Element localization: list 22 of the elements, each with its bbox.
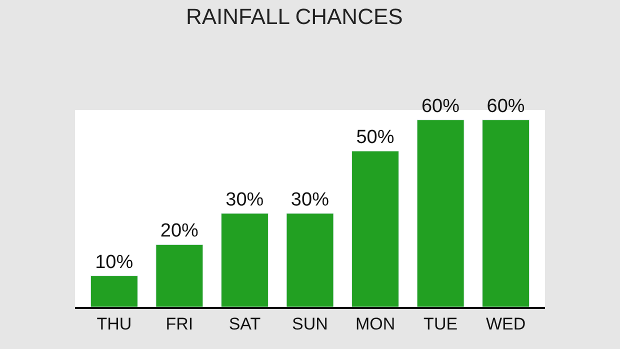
x-tick-label: FRI [166, 314, 194, 334]
bar [220, 213, 268, 307]
data-label: 30% [226, 189, 264, 210]
bar [156, 244, 204, 307]
x-tick-label: WED [486, 314, 526, 334]
bar [90, 276, 138, 307]
chart-title: RAINFALL CHANCES [186, 4, 403, 30]
x-tick-label: SAT [228, 314, 261, 334]
data-label: 10% [95, 252, 134, 273]
x-tick-label: SUN [292, 314, 328, 334]
data-label: 20% [160, 220, 199, 242]
bar [286, 213, 334, 307]
bar [482, 120, 530, 307]
x-tick-label: MON [355, 314, 396, 334]
bar [352, 150, 400, 307]
data-label: 60% [421, 96, 460, 117]
data-label: 60% [486, 96, 525, 117]
x-tick-label: THU [96, 314, 132, 334]
data-label: 30% [290, 189, 330, 210]
x-tick-label: TUE [424, 314, 458, 334]
data-label: 50% [356, 127, 394, 148]
bar [416, 120, 464, 307]
